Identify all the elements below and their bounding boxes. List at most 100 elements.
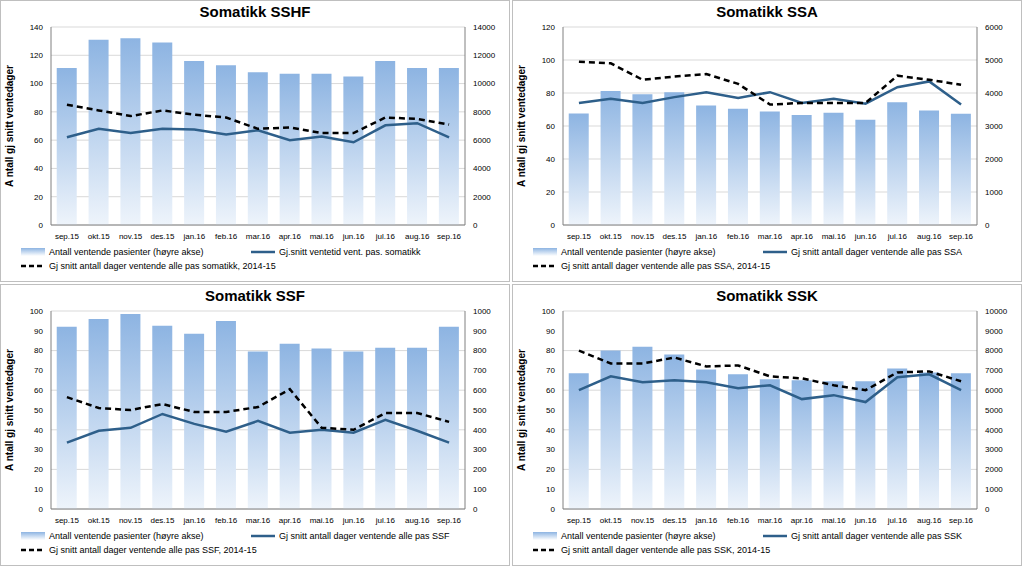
svg-text:mar.16: mar.16 <box>758 516 783 525</box>
svg-text:nov.15: nov.15 <box>631 232 655 241</box>
svg-text:4000: 4000 <box>985 89 1003 98</box>
svg-text:20: 20 <box>34 193 43 202</box>
svg-text:60: 60 <box>546 386 555 395</box>
svg-text:apr.16: apr.16 <box>791 516 814 525</box>
svg-text:des.15: des.15 <box>662 516 687 525</box>
svg-text:sep.15: sep.15 <box>567 232 592 241</box>
svg-text:100: 100 <box>473 485 487 494</box>
svg-text:sep.16: sep.16 <box>949 516 974 525</box>
svg-text:1000: 1000 <box>985 485 1003 494</box>
svg-text:0: 0 <box>985 221 990 230</box>
svg-text:aug.16: aug.16 <box>917 516 942 525</box>
svg-text:apr.16: apr.16 <box>279 516 302 525</box>
svg-text:des.15: des.15 <box>662 232 687 241</box>
svg-text:0: 0 <box>473 221 478 230</box>
svg-text:80: 80 <box>546 346 555 355</box>
svg-text:10000: 10000 <box>473 79 496 88</box>
svg-text:60: 60 <box>34 136 43 145</box>
svg-text:3000: 3000 <box>985 122 1003 131</box>
svg-text:700: 700 <box>473 366 487 375</box>
svg-text:jun.16: jun.16 <box>342 232 365 241</box>
svg-text:jul.16: jul.16 <box>375 516 396 525</box>
svg-text:70: 70 <box>34 366 43 375</box>
svg-text:30: 30 <box>34 445 43 454</box>
svg-text:nov.15: nov.15 <box>119 516 143 525</box>
svg-text:600: 600 <box>473 386 487 395</box>
svg-text:jul.16: jul.16 <box>887 232 908 241</box>
svg-text:80: 80 <box>34 346 43 355</box>
svg-text:des.15: des.15 <box>150 516 175 525</box>
svg-text:60: 60 <box>34 386 43 395</box>
svg-text:sep.15: sep.15 <box>55 232 80 241</box>
svg-text:80: 80 <box>546 89 555 98</box>
svg-text:A ntall gj snitt ventedager: A ntall gj snitt ventedager <box>516 65 527 187</box>
svg-text:2000: 2000 <box>985 465 1003 474</box>
svg-text:0: 0 <box>551 505 556 514</box>
svg-text:300: 300 <box>473 445 487 454</box>
svg-text:jun.16: jun.16 <box>854 232 877 241</box>
svg-text:5000: 5000 <box>985 56 1003 65</box>
svg-text:6000: 6000 <box>985 23 1003 32</box>
svg-text:mar.16: mar.16 <box>758 232 783 241</box>
svg-text:sep.16: sep.16 <box>949 232 974 241</box>
svg-text:90: 90 <box>34 327 43 336</box>
svg-text:feb.16: feb.16 <box>215 232 238 241</box>
svg-text:0: 0 <box>39 221 44 230</box>
svg-text:okt.15: okt.15 <box>600 516 622 525</box>
svg-text:0: 0 <box>473 505 478 514</box>
svg-text:20: 20 <box>546 465 555 474</box>
svg-text:jan.16: jan.16 <box>694 232 717 241</box>
svg-text:30: 30 <box>546 445 555 454</box>
svg-text:mai.16: mai.16 <box>822 516 847 525</box>
svg-text:mai.16: mai.16 <box>822 232 847 241</box>
svg-text:20: 20 <box>34 465 43 474</box>
svg-text:900: 900 <box>473 327 487 336</box>
svg-text:80: 80 <box>34 108 43 117</box>
svg-text:feb.16: feb.16 <box>727 516 750 525</box>
svg-text:120: 120 <box>30 51 44 60</box>
svg-text:4000: 4000 <box>985 426 1003 435</box>
svg-text:4000: 4000 <box>473 164 491 173</box>
svg-text:500: 500 <box>473 406 487 415</box>
svg-text:100: 100 <box>30 307 44 316</box>
svg-text:jan.16: jan.16 <box>182 516 205 525</box>
svg-text:90: 90 <box>546 327 555 336</box>
svg-text:8000: 8000 <box>473 108 491 117</box>
svg-text:14000: 14000 <box>473 23 496 32</box>
svg-text:400: 400 <box>473 426 487 435</box>
svg-text:0: 0 <box>551 221 556 230</box>
svg-text:2000: 2000 <box>473 193 491 202</box>
svg-text:120: 120 <box>542 23 556 32</box>
svg-text:mar.16: mar.16 <box>246 232 271 241</box>
svg-text:50: 50 <box>546 406 555 415</box>
svg-text:10000: 10000 <box>985 307 1008 316</box>
svg-text:40: 40 <box>546 155 555 164</box>
svg-text:jan.16: jan.16 <box>182 232 205 241</box>
svg-text:nov.15: nov.15 <box>631 516 655 525</box>
svg-text:40: 40 <box>34 164 43 173</box>
svg-text:800: 800 <box>473 346 487 355</box>
svg-text:jun.16: jun.16 <box>342 516 365 525</box>
svg-text:200: 200 <box>473 465 487 474</box>
svg-text:A ntall gj snitt ventedager: A ntall gj snitt ventedager <box>516 349 527 471</box>
svg-text:A ntall gj snitt ventedager: A ntall gj snitt ventedager <box>8 65 15 187</box>
svg-text:jan.16: jan.16 <box>694 516 717 525</box>
svg-text:100: 100 <box>30 79 44 88</box>
svg-text:1000: 1000 <box>473 307 491 316</box>
svg-text:mai.16: mai.16 <box>310 232 335 241</box>
svg-text:9000: 9000 <box>985 327 1003 336</box>
svg-text:okt.15: okt.15 <box>88 516 110 525</box>
svg-text:jun.16: jun.16 <box>854 516 877 525</box>
svg-text:7000: 7000 <box>985 366 1003 375</box>
svg-text:40: 40 <box>546 426 555 435</box>
svg-text:10: 10 <box>546 485 555 494</box>
svg-text:60: 60 <box>546 122 555 131</box>
svg-text:sep.15: sep.15 <box>567 516 592 525</box>
svg-text:2000: 2000 <box>985 155 1003 164</box>
svg-text:apr.16: apr.16 <box>791 232 814 241</box>
svg-text:sep.16: sep.16 <box>437 232 462 241</box>
svg-text:140: 140 <box>30 23 44 32</box>
svg-text:aug.16: aug.16 <box>917 232 942 241</box>
svg-text:jul.16: jul.16 <box>375 232 396 241</box>
svg-text:70: 70 <box>546 366 555 375</box>
